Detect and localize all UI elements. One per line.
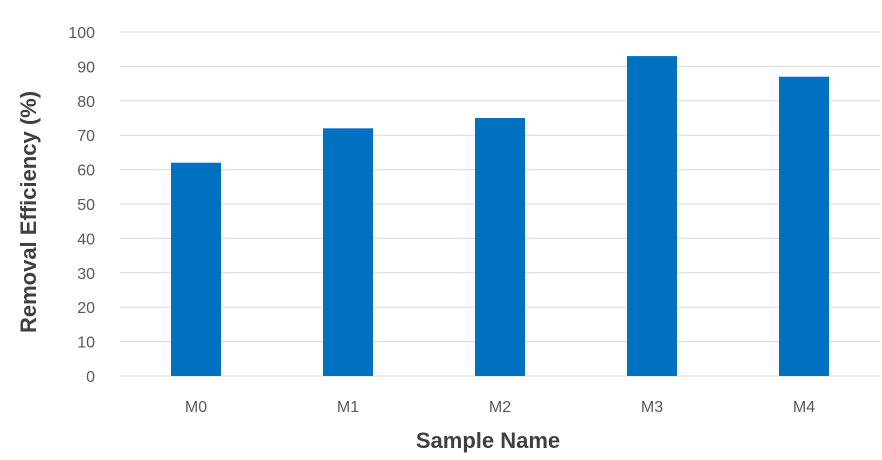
y-tick-label: 100 (68, 25, 95, 42)
y-tick-label: 40 (77, 231, 95, 248)
y-tick-label: 90 (77, 59, 95, 76)
y-tick-label: 70 (77, 128, 95, 145)
x-axis-title: Sample Name (416, 428, 560, 453)
bar-m4 (779, 76, 829, 376)
bar-m0 (171, 162, 221, 376)
bar-m3 (627, 56, 677, 377)
x-tick-label: M0 (185, 399, 207, 416)
y-tick-label: 0 (86, 369, 95, 386)
x-tick-label: M4 (793, 399, 815, 416)
x-tick-label: M3 (641, 399, 663, 416)
y-tick-label: 50 (77, 197, 95, 214)
bar-m2 (475, 118, 525, 376)
x-axis-ticks: M0 M1 M2 M3 M4 (185, 399, 815, 416)
x-tick-label: M2 (489, 399, 511, 416)
y-tick-label: 20 (77, 300, 95, 317)
x-tick-label: M1 (337, 399, 359, 416)
y-axis-ticks: 0 10 20 30 40 50 60 70 80 90 100 (68, 25, 95, 386)
bar-m1 (323, 128, 373, 376)
y-tick-label: 10 (77, 335, 95, 352)
y-tick-label: 80 (77, 94, 95, 111)
y-tick-label: 30 (77, 266, 95, 283)
bars (171, 56, 829, 377)
y-axis-title: Removal Efficiency (%) (16, 91, 41, 333)
y-tick-label: 60 (77, 163, 95, 180)
